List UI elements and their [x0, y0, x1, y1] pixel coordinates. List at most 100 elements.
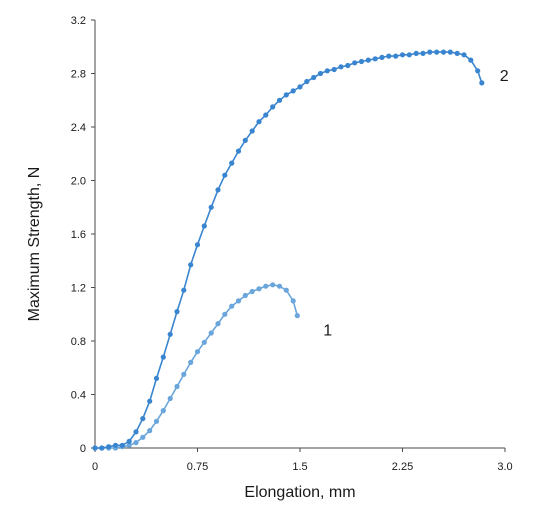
data-point: [229, 303, 235, 309]
data-point: [167, 331, 173, 337]
series-line: [95, 283, 299, 449]
data-point: [153, 375, 160, 381]
data-point: [222, 172, 228, 178]
data-point: [174, 383, 180, 390]
data-point: [167, 395, 173, 402]
data-point: [194, 242, 201, 248]
data-point: [188, 262, 194, 268]
data-point: [119, 442, 125, 448]
data-point: [106, 444, 112, 450]
data-point: [454, 50, 460, 57]
data-point: [283, 92, 289, 98]
y-axis-title: Maximum Strength, N: [26, 167, 43, 322]
data-point: [249, 288, 255, 295]
data-point: [372, 56, 378, 62]
series-label: 1: [323, 323, 332, 340]
data-point: [447, 49, 453, 55]
data-point: [160, 408, 166, 414]
data-point: [365, 57, 371, 63]
data-point: [181, 371, 187, 377]
labels-layer: 0 0.4 0.8 1.2 1.6 2.0 2.4 2.8 3.2 0 0.75 1.5 2.25 3.0…: [26, 15, 513, 501]
data-point: [201, 339, 207, 345]
data-point: [249, 128, 255, 134]
data-point: [290, 298, 296, 304]
data-point: [133, 440, 139, 446]
series-2: [92, 49, 485, 451]
data-point: [276, 97, 283, 103]
data-point: [242, 137, 248, 143]
data-point: [399, 52, 406, 58]
data-point: [92, 445, 98, 451]
data-point: [126, 442, 132, 448]
data-point: [153, 418, 160, 424]
data-point: [235, 148, 242, 154]
y-tick-label: 0: [80, 443, 86, 455]
data-point: [174, 309, 180, 315]
series-1: [92, 282, 300, 451]
data-point: [188, 359, 194, 365]
data-point: [99, 445, 105, 451]
data-point: [147, 398, 153, 404]
data-point: [263, 112, 269, 118]
data-point: [242, 292, 248, 299]
y-tick-label: 0.8: [71, 336, 86, 348]
data-point: [263, 283, 269, 289]
data-point: [194, 349, 201, 355]
series-line: [95, 51, 483, 449]
data-point: [479, 80, 485, 86]
data-point: [126, 438, 132, 444]
data-point: [338, 64, 344, 70]
data-point: [461, 52, 467, 58]
data-point: [181, 287, 187, 293]
data-point: [256, 286, 262, 292]
data-point: [140, 416, 146, 422]
y-tick-label: 1.6: [71, 229, 86, 241]
data-point: [311, 74, 317, 81]
data-point: [283, 287, 289, 293]
data-point: [420, 50, 426, 57]
data-point: [256, 119, 262, 125]
data-point: [475, 68, 481, 74]
data-point: [290, 88, 296, 94]
data-point: [345, 62, 351, 69]
data-point: [208, 330, 214, 336]
data-point: [352, 60, 358, 66]
data-point: [235, 298, 242, 304]
data-point: [208, 204, 214, 210]
x-axis-title: Elongation, mm: [244, 484, 355, 501]
x-tick-label: 2.25: [392, 461, 413, 473]
data-point: [222, 311, 228, 317]
y-tick-label: 1.2: [71, 283, 86, 295]
data-point: [270, 282, 276, 288]
data-point: [276, 283, 283, 289]
x-tick-label: 3.0: [497, 461, 512, 473]
data-point: [468, 57, 474, 63]
data-point: [215, 321, 221, 327]
data-point: [434, 49, 440, 55]
data-point: [294, 313, 300, 319]
data-point: [413, 50, 419, 57]
data-point: [133, 429, 139, 435]
y-tick-label: 3.2: [71, 15, 86, 27]
data-point: [270, 104, 276, 110]
y-tick-label: 2.8: [71, 69, 86, 81]
data-point: [297, 84, 303, 90]
y-tick-label: 2.0: [71, 176, 86, 188]
data-point: [112, 442, 119, 448]
data-point: [427, 49, 433, 55]
y-tick-label: 0.4: [71, 390, 86, 402]
data-point: [324, 68, 330, 74]
series-label: 2: [500, 68, 509, 85]
x-tick-label: 1.5: [292, 461, 307, 473]
data-point: [304, 78, 310, 85]
x-tick-label: 0: [92, 461, 98, 473]
data-point: [229, 160, 235, 166]
data-point: [215, 187, 221, 193]
data-point: [386, 53, 392, 59]
data-point: [140, 434, 146, 440]
data-point: [160, 354, 166, 360]
data-point: [331, 66, 337, 73]
data-point: [440, 49, 447, 55]
